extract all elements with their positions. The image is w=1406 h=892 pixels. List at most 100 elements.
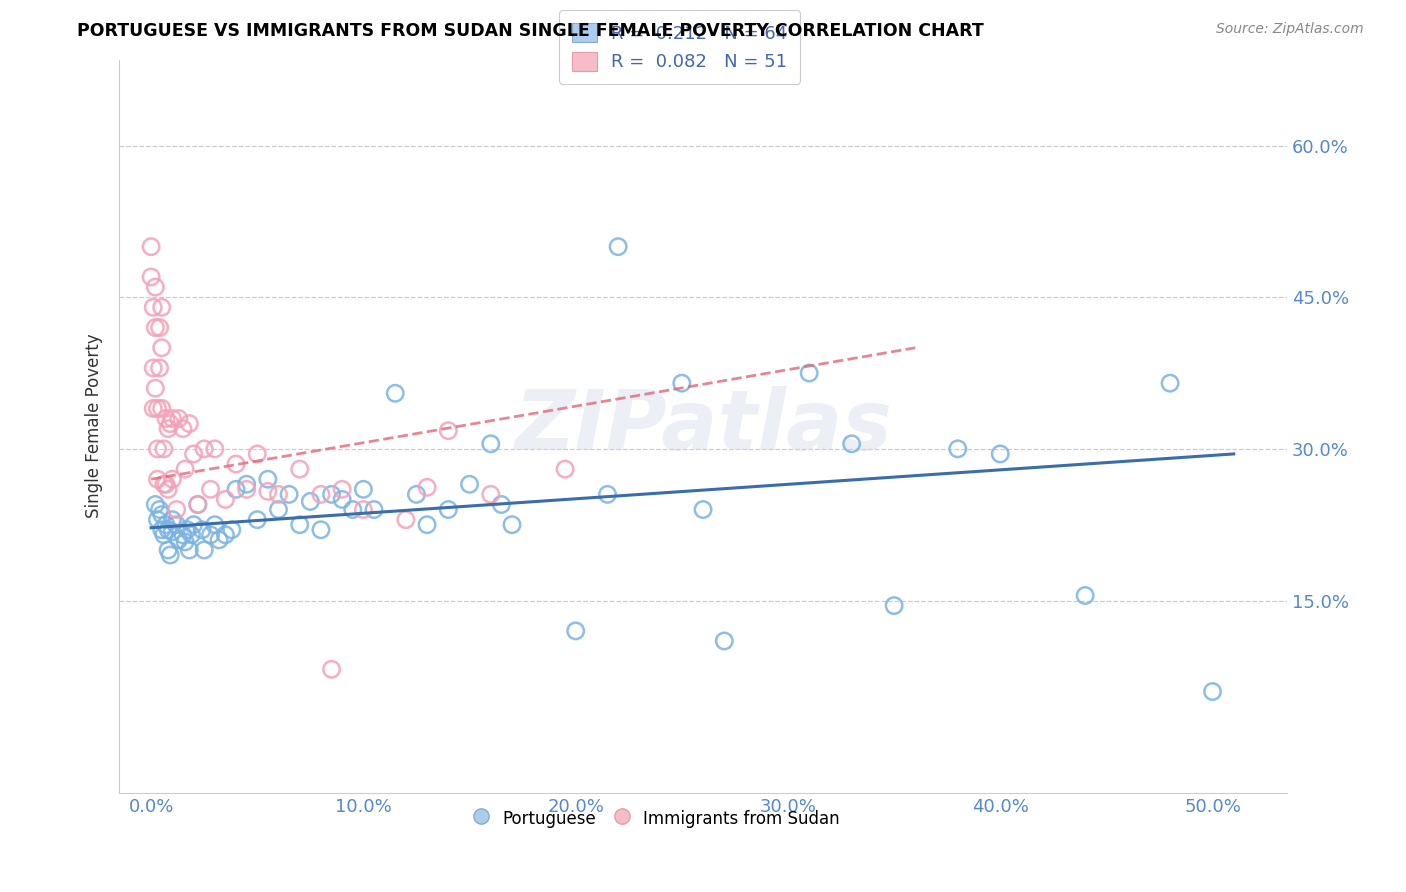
- Point: [159, 417, 181, 431]
- Point: [179, 417, 201, 431]
- Point: [257, 472, 280, 486]
- Point: [155, 517, 177, 532]
- Point: [157, 422, 180, 436]
- Point: [437, 502, 460, 516]
- Point: [309, 487, 332, 501]
- Point: [143, 320, 166, 334]
- Point: [309, 523, 332, 537]
- Point: [155, 411, 177, 425]
- Point: [150, 508, 173, 522]
- Point: [191, 523, 214, 537]
- Point: [149, 320, 172, 334]
- Point: [193, 442, 215, 456]
- Point: [208, 533, 231, 547]
- Text: PORTUGUESE VS IMMIGRANTS FROM SUDAN SINGLE FEMALE POVERTY CORRELATION CHART: PORTUGUESE VS IMMIGRANTS FROM SUDAN SING…: [77, 22, 984, 40]
- Point: [257, 484, 280, 499]
- Point: [183, 517, 205, 532]
- Point: [142, 401, 165, 416]
- Point: [166, 517, 188, 532]
- Point: [143, 280, 166, 294]
- Point: [187, 498, 209, 512]
- Point: [183, 447, 205, 461]
- Point: [692, 502, 714, 516]
- Point: [799, 366, 821, 380]
- Point: [437, 424, 460, 438]
- Point: [153, 477, 176, 491]
- Point: [162, 472, 184, 486]
- Point: [153, 442, 176, 456]
- Point: [267, 487, 290, 501]
- Point: [146, 513, 169, 527]
- Point: [200, 483, 222, 497]
- Point: [225, 457, 247, 471]
- Point: [416, 480, 439, 494]
- Point: [157, 523, 180, 537]
- Point: [246, 447, 269, 461]
- Point: [352, 502, 374, 516]
- Point: [321, 662, 343, 676]
- Point: [155, 477, 177, 491]
- Point: [288, 462, 311, 476]
- Point: [330, 483, 353, 497]
- Point: [405, 487, 427, 501]
- Point: [1201, 684, 1223, 698]
- Point: [146, 401, 169, 416]
- Point: [187, 498, 209, 512]
- Point: [214, 492, 236, 507]
- Point: [150, 401, 173, 416]
- Text: Source: ZipAtlas.com: Source: ZipAtlas.com: [1216, 22, 1364, 37]
- Point: [395, 513, 418, 527]
- Point: [352, 483, 374, 497]
- Point: [225, 483, 247, 497]
- Point: [193, 543, 215, 558]
- Point: [139, 240, 162, 254]
- Point: [596, 487, 619, 501]
- Point: [221, 523, 243, 537]
- Point: [153, 528, 176, 542]
- Point: [235, 483, 257, 497]
- Point: [204, 442, 226, 456]
- Point: [146, 442, 169, 456]
- Point: [671, 376, 693, 391]
- Point: [150, 301, 173, 315]
- Point: [841, 437, 863, 451]
- Point: [146, 472, 169, 486]
- Point: [167, 411, 190, 425]
- Point: [1159, 376, 1181, 391]
- Point: [458, 477, 481, 491]
- Point: [162, 513, 184, 527]
- Point: [479, 487, 502, 501]
- Point: [174, 462, 197, 476]
- Point: [363, 502, 385, 516]
- Point: [321, 487, 343, 501]
- Point: [167, 533, 190, 547]
- Point: [162, 524, 184, 539]
- Point: [142, 361, 165, 376]
- Point: [157, 543, 180, 558]
- Point: [149, 361, 172, 376]
- Point: [200, 528, 222, 542]
- Point: [159, 548, 181, 562]
- Text: ZIPatlas: ZIPatlas: [515, 385, 891, 467]
- Point: [174, 535, 197, 549]
- Point: [299, 494, 322, 508]
- Point: [142, 301, 165, 315]
- Point: [288, 517, 311, 532]
- Point: [162, 411, 184, 425]
- Point: [384, 386, 406, 401]
- Point: [267, 502, 290, 516]
- Point: [988, 447, 1011, 461]
- Point: [491, 498, 513, 512]
- Point: [564, 624, 586, 638]
- Point: [157, 483, 180, 497]
- Point: [946, 442, 969, 456]
- Point: [166, 502, 188, 516]
- Point: [143, 498, 166, 512]
- Point: [246, 513, 269, 527]
- Point: [172, 422, 194, 436]
- Point: [139, 270, 162, 285]
- Point: [416, 517, 439, 532]
- Point: [278, 487, 301, 501]
- Point: [214, 528, 236, 542]
- Point: [883, 599, 905, 613]
